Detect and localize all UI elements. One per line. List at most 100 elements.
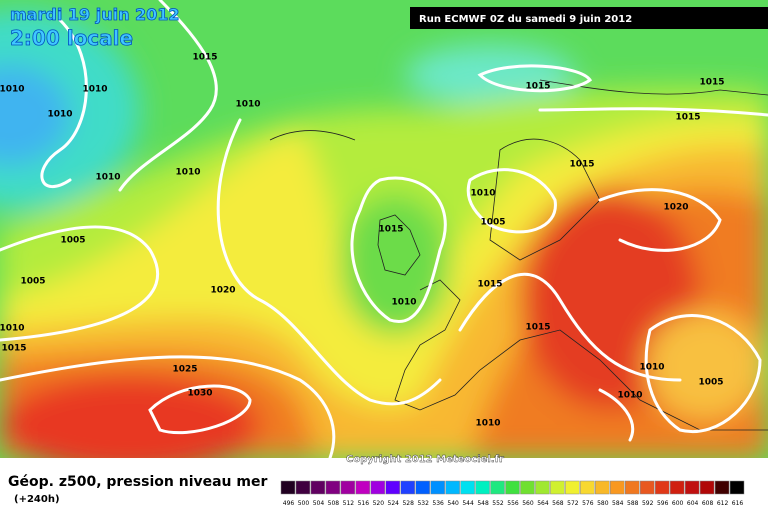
scale-swatch xyxy=(595,480,610,495)
scale-swatch xyxy=(325,480,341,495)
copyright: Copyright 2012 Meteociel.fr xyxy=(346,454,504,465)
scale-label: 564 xyxy=(537,500,549,507)
scale-swatch xyxy=(580,480,595,495)
scale-label: 576 xyxy=(582,500,594,507)
scale-swatch xyxy=(370,480,386,495)
scale-swatch xyxy=(355,480,371,495)
run-label: Run ECMWF 0Z du samedi 9 juin 2012 xyxy=(419,14,632,25)
scale-swatch xyxy=(340,480,356,495)
scale-label: 500 xyxy=(298,500,310,507)
scale-swatch xyxy=(475,480,490,495)
scale-swatch xyxy=(535,480,550,495)
scale-swatch xyxy=(445,480,460,495)
color-scale: 496 500 504 508 512 516 520 524 528 532 536 540 544 5… xyxy=(280,480,745,507)
scale-label: 548 xyxy=(477,500,489,507)
isobar-label: 1010 xyxy=(0,324,25,334)
isobar-label: 1015 xyxy=(525,82,550,92)
time-label: 2:00 locale xyxy=(10,26,133,50)
isobar-label: 1005 xyxy=(20,277,45,287)
date-label: mardi 19 juin 2012 xyxy=(10,5,180,24)
scale-swatch xyxy=(310,480,326,495)
isobar-label: 1015 xyxy=(525,323,550,333)
field xyxy=(0,0,768,458)
isobar-label: 1015 xyxy=(675,113,700,123)
isobar-label: 1010 xyxy=(470,189,495,199)
scale-label: 536 xyxy=(432,500,444,507)
scale-swatch xyxy=(625,480,640,495)
scale-swatch xyxy=(505,480,520,495)
scale-swatch xyxy=(520,480,535,495)
isobar-label: 1025 xyxy=(172,365,197,375)
scale-label: 516 xyxy=(358,500,370,507)
scale-swatch xyxy=(699,480,715,495)
isobar-label: 1015 xyxy=(192,53,217,63)
isobar-label: 1015 xyxy=(699,78,724,88)
scale-label: 552 xyxy=(492,500,504,507)
scale-swatch xyxy=(385,480,400,495)
scale-label: 616 xyxy=(732,500,744,507)
scale-label: 568 xyxy=(552,500,564,507)
isobar-label: 1010 xyxy=(0,85,25,95)
scale-swatch xyxy=(460,480,475,495)
legend-title: Géop. z500, pression niveau mer xyxy=(8,474,267,490)
scale-label: 596 xyxy=(657,500,669,507)
isobar-label: 1010 xyxy=(617,391,642,401)
scale-swatch xyxy=(639,480,655,495)
scale-label: 508 xyxy=(328,500,340,507)
scale-swatch xyxy=(490,480,505,495)
scale-label: 592 xyxy=(642,500,654,507)
isobar-label: 1005 xyxy=(60,236,85,246)
scale-swatch xyxy=(295,480,311,495)
isobar-label: 1010 xyxy=(639,363,664,373)
scale-label: 540 xyxy=(447,500,459,507)
scale-swatch xyxy=(684,480,700,495)
coastlines xyxy=(269,79,768,431)
isobar-label: 1020 xyxy=(663,203,688,213)
legend-subtitle: (+240h) xyxy=(14,494,60,505)
scale-swatch xyxy=(714,480,730,495)
scale-label: 556 xyxy=(507,500,519,507)
isobar-label: 1010 xyxy=(235,100,260,110)
scale-swatch xyxy=(550,480,565,495)
isobars xyxy=(0,0,768,458)
scale-label: 512 xyxy=(343,500,355,507)
scale-label: 580 xyxy=(597,500,609,507)
isobar-label: 1010 xyxy=(82,85,107,95)
scale-swatch xyxy=(415,480,430,495)
scale-label: 584 xyxy=(612,500,624,507)
isobar-label: 1015 xyxy=(1,344,26,354)
scale-label: 532 xyxy=(417,500,429,507)
scale-swatch xyxy=(430,480,445,495)
isobar-label: 1010 xyxy=(175,168,200,178)
scale-label: 588 xyxy=(627,500,639,507)
isobar-label: 1010 xyxy=(95,173,120,183)
scale-label: 544 xyxy=(462,500,474,507)
scale-label: 572 xyxy=(567,500,579,507)
scale-label: 496 xyxy=(283,500,295,507)
isobar-label: 1015 xyxy=(378,225,403,235)
scale-label: 524 xyxy=(388,500,400,507)
scale-label: 604 xyxy=(687,500,699,507)
run-banner xyxy=(410,7,768,29)
isobar-label: 1005 xyxy=(698,378,723,388)
scale-swatch xyxy=(729,480,745,495)
isobar-label: 1010 xyxy=(475,419,500,429)
scale-label: 560 xyxy=(522,500,534,507)
isobar-labels: 1015 1010 1010 1010 1010 1010 1010 1015 1015 1015… xyxy=(0,53,725,429)
isobar-label: 1020 xyxy=(210,286,235,296)
scale-swatch xyxy=(400,480,415,495)
scale-swatch xyxy=(654,480,670,495)
isobar-label: 1015 xyxy=(477,280,502,290)
isobar-label: 1005 xyxy=(480,218,505,228)
scale-label: 520 xyxy=(373,500,385,507)
isobar-label: 1015 xyxy=(569,160,594,170)
scale-label: 612 xyxy=(717,500,729,507)
scale-label: 528 xyxy=(402,500,414,507)
scale-swatch xyxy=(565,480,580,495)
scale-swatch xyxy=(610,480,625,495)
isobar-label: 1030 xyxy=(187,389,212,399)
scale-label: 600 xyxy=(672,500,684,507)
scale-swatch xyxy=(280,480,296,495)
isobar-label: 1010 xyxy=(391,298,416,308)
